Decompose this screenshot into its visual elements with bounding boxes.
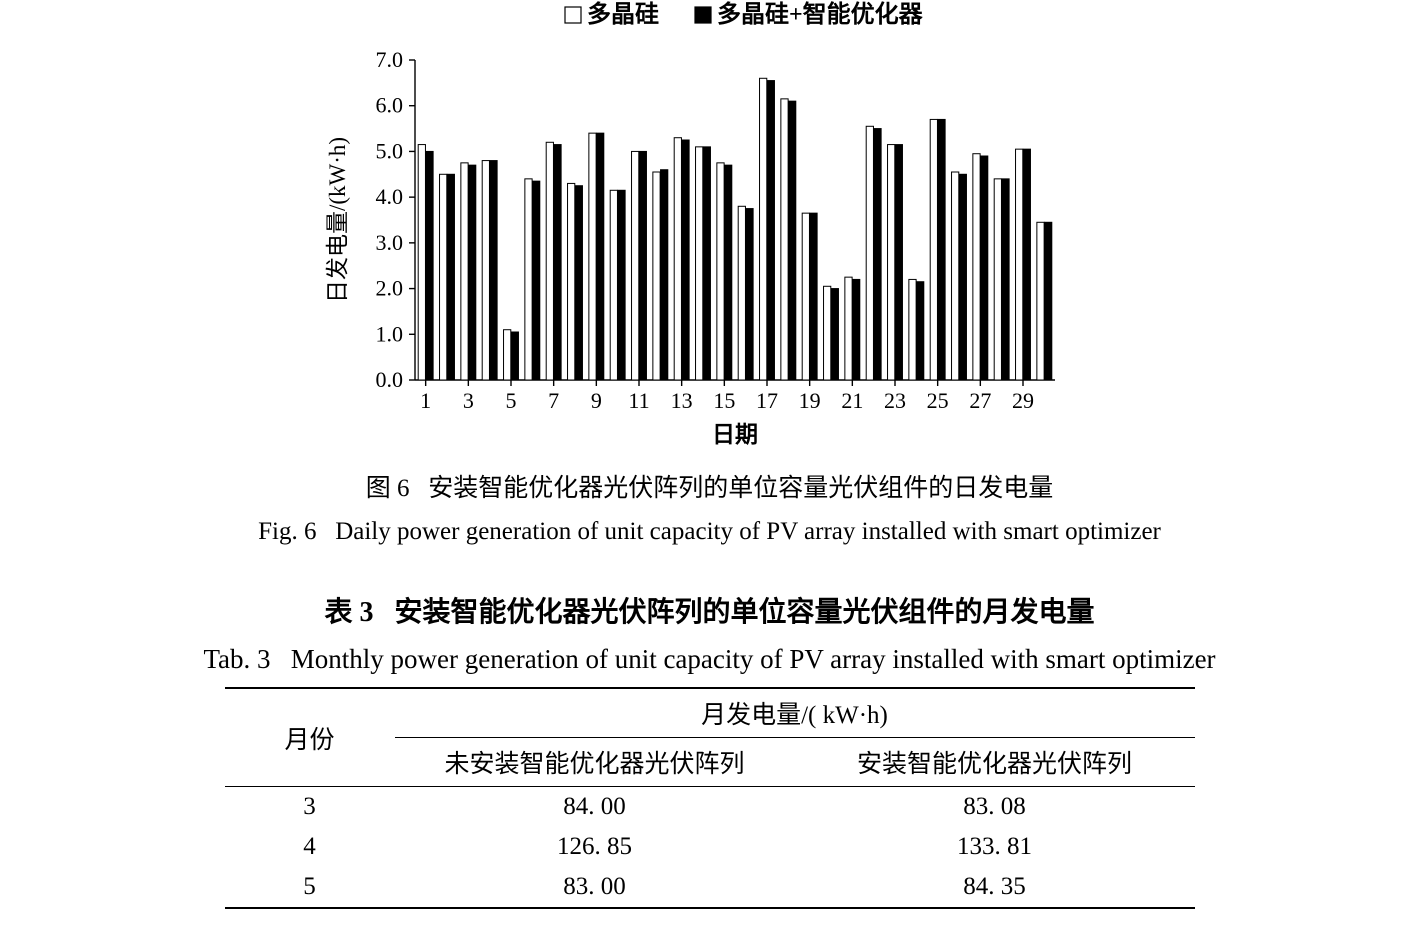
svg-text:4.0: 4.0 bbox=[375, 184, 403, 209]
col-with-optimizer: 安装智能优化器光伏阵列 bbox=[795, 738, 1195, 787]
table-cell-with: 83. 08 bbox=[795, 787, 1195, 828]
table-cell-without: 126. 85 bbox=[395, 827, 795, 867]
table-cell-without: 84. 00 bbox=[395, 787, 795, 828]
bar-chart-svg: 多晶硅 多晶硅+智能优化器 0.0 1.0 2.0 3.0 4.0 5.0 6.0 7.0 日发电量… bbox=[300, 0, 1120, 460]
table-cell-month: 3 bbox=[225, 787, 395, 828]
col-month: 月份 bbox=[225, 688, 395, 787]
svg-text:3: 3 bbox=[462, 388, 473, 413]
svg-text:21: 21 bbox=[841, 388, 863, 413]
svg-text:3.0: 3.0 bbox=[375, 230, 403, 255]
svg-text:5: 5 bbox=[505, 388, 516, 413]
svg-text:27: 27 bbox=[969, 388, 991, 413]
svg-text:2.0: 2.0 bbox=[375, 276, 403, 301]
svg-text:17: 17 bbox=[756, 388, 778, 413]
figure-caption-cn: 图 6 安装智能优化器光伏阵列的单位容量光伏组件的日发电量 bbox=[0, 468, 1419, 504]
table-title-en: Tab. 3 Monthly power generation of unit … bbox=[0, 644, 1419, 675]
svg-text:日期: 日期 bbox=[712, 422, 758, 447]
svg-text:29: 29 bbox=[1012, 388, 1034, 413]
svg-text:23: 23 bbox=[884, 388, 906, 413]
figure-6-chart: 多晶硅 多晶硅+智能优化器 0.0 1.0 2.0 3.0 4.0 5.0 6.0 7.0 日发电量… bbox=[0, 0, 1419, 460]
svg-text:13: 13 bbox=[670, 388, 692, 413]
svg-text:多晶硅: 多晶硅 bbox=[587, 1, 659, 28]
svg-text:15: 15 bbox=[713, 388, 735, 413]
col-without-optimizer: 未安装智能优化器光伏阵列 bbox=[395, 738, 795, 787]
figure-caption-en: Fig. 6 Daily power generation of unit ca… bbox=[0, 518, 1419, 546]
svg-text:1.0: 1.0 bbox=[375, 321, 403, 346]
table-title-cn: 表 3 安装智能优化器光伏阵列的单位容量光伏组件的月发电量 bbox=[0, 590, 1419, 630]
svg-text:25: 25 bbox=[926, 388, 948, 413]
svg-text:7.0: 7.0 bbox=[375, 47, 403, 72]
svg-text:0.0: 0.0 bbox=[375, 367, 403, 392]
col-group: 月发电量/( kW·h) bbox=[395, 688, 1195, 738]
table-cell-month: 4 bbox=[225, 827, 395, 867]
table-cell-month: 5 bbox=[225, 867, 395, 908]
svg-text:1: 1 bbox=[420, 388, 431, 413]
table-cell-with: 133. 81 bbox=[795, 827, 1195, 867]
svg-text:19: 19 bbox=[798, 388, 820, 413]
table-cell-without: 83. 00 bbox=[395, 867, 795, 908]
svg-text:日发电量/(kW·h): 日发电量/(kW·h) bbox=[325, 137, 350, 303]
table-cell-with: 84. 35 bbox=[795, 867, 1195, 908]
svg-text:7: 7 bbox=[548, 388, 559, 413]
svg-text:11: 11 bbox=[628, 388, 649, 413]
svg-text:6.0: 6.0 bbox=[375, 93, 403, 118]
table-3: 月份 月发电量/( kW·h) 未安装智能优化器光伏阵列 安装智能优化器光伏阵列… bbox=[0, 687, 1419, 909]
svg-text:多晶硅+智能优化器: 多晶硅+智能优化器 bbox=[717, 0, 924, 28]
svg-text:5.0: 5.0 bbox=[375, 138, 403, 163]
svg-text:9: 9 bbox=[590, 388, 601, 413]
